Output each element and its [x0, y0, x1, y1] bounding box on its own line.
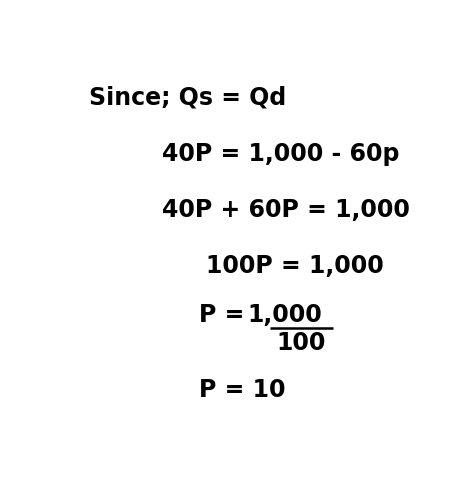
Text: 40P = 1,000 - 60p: 40P = 1,000 - 60p — [162, 142, 400, 166]
Text: P = 10: P = 10 — [199, 378, 285, 401]
Text: P =: P = — [199, 303, 253, 327]
Text: 1,000: 1,000 — [248, 303, 322, 327]
Text: 40P + 60P = 1,000: 40P + 60P = 1,000 — [162, 198, 410, 222]
Text: 100P = 1,000: 100P = 1,000 — [206, 254, 384, 278]
Text: 100: 100 — [276, 331, 325, 355]
Text: Since; Qs = Qd: Since; Qs = Qd — [89, 86, 286, 110]
